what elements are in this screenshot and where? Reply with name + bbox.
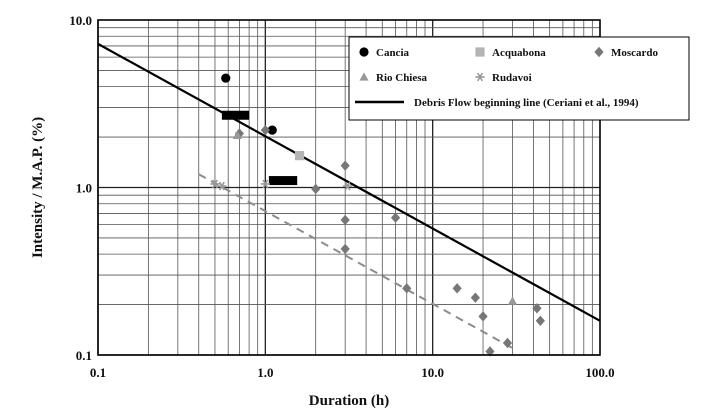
tick-labels: 0.1 1.0 10.0 100.0 0.1 1.0 10.0: [69, 13, 614, 380]
data-point-rudavoi: [342, 181, 353, 191]
x-tick-label: 100.0: [585, 365, 614, 380]
legend-marker: [594, 46, 604, 58]
star-stroke: [262, 179, 269, 189]
data-point-moscardo: [390, 212, 401, 223]
dashed-trend-line: [198, 173, 513, 349]
plot-frame: [97, 19, 601, 356]
y-tick-label: 10.0: [69, 13, 92, 28]
data-point-rudavoi: [217, 181, 227, 191]
data-point-moscardo: [470, 292, 480, 303]
data-point-moscardo: [402, 283, 412, 294]
star-stroke: [218, 181, 225, 191]
data-point-rio-chiesa: [232, 130, 242, 139]
data-point-moscardo: [502, 337, 513, 349]
data-point-moscardo: [478, 311, 488, 322]
data-point-rudavoi: [260, 179, 270, 189]
x-tick-label: 10.0: [421, 365, 444, 380]
legend: Cancia Acquabona Moscardo Rio Chiesa Rudavoi…: [348, 36, 690, 121]
legend-label: Cancia: [376, 47, 410, 59]
legend-marker: [475, 47, 485, 57]
x-tick-label: 0.1: [90, 365, 106, 380]
star-stroke: [477, 72, 483, 82]
data-point-rio-chiesa: [507, 296, 518, 305]
data-point-acquabona: [294, 151, 305, 161]
data-point-cancia: [267, 125, 277, 135]
data-point-moscardo: [535, 315, 545, 327]
data-point-cancia: [221, 73, 231, 83]
legend-marker: [359, 72, 369, 81]
data-point-moscardo: [340, 160, 350, 171]
y-axis-label: Intensity / M.A.P. (%): [30, 117, 46, 258]
legend-marker: [359, 47, 369, 57]
data-point-moscardo: [532, 303, 542, 314]
points: [210, 73, 545, 357]
legend-label: Moscardo: [611, 47, 659, 59]
data-point-moscardo: [340, 214, 350, 226]
data-point-moscardo: [311, 183, 321, 195]
duration-bar: [221, 110, 250, 120]
legend-marker: [475, 72, 485, 82]
star-stroke: [211, 179, 218, 189]
data-point-rudavoi: [210, 179, 220, 189]
data-point-moscardo: [452, 283, 462, 294]
legend-box: [348, 36, 690, 121]
legend-label: Rudavoi: [492, 72, 532, 84]
data-point-moscardo: [260, 124, 270, 136]
bars: [221, 110, 298, 186]
legend-label: Rio Chiesa: [376, 72, 428, 84]
legend-label: Acquabona: [492, 47, 546, 59]
legend-label: Debris Flow beginning line (Ceriani et a…: [414, 97, 639, 109]
y-tick-label: 1.0: [76, 181, 92, 196]
x-tick-label: 1.0: [257, 365, 273, 380]
duration-bar: [268, 176, 298, 186]
data-point-moscardo: [485, 346, 495, 357]
data-point-moscardo: [340, 243, 350, 255]
x-axis-label: Duration (h): [309, 393, 389, 409]
star-stroke: [344, 181, 351, 191]
y-tick-label: 0.1: [76, 348, 92, 363]
